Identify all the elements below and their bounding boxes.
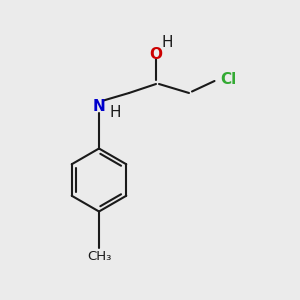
Text: CH₃: CH₃ [87, 250, 111, 263]
Text: Cl: Cl [220, 72, 237, 87]
Text: H: H [110, 105, 121, 120]
Text: H: H [162, 35, 173, 50]
Text: O: O [149, 46, 163, 62]
Text: N: N [93, 99, 105, 114]
